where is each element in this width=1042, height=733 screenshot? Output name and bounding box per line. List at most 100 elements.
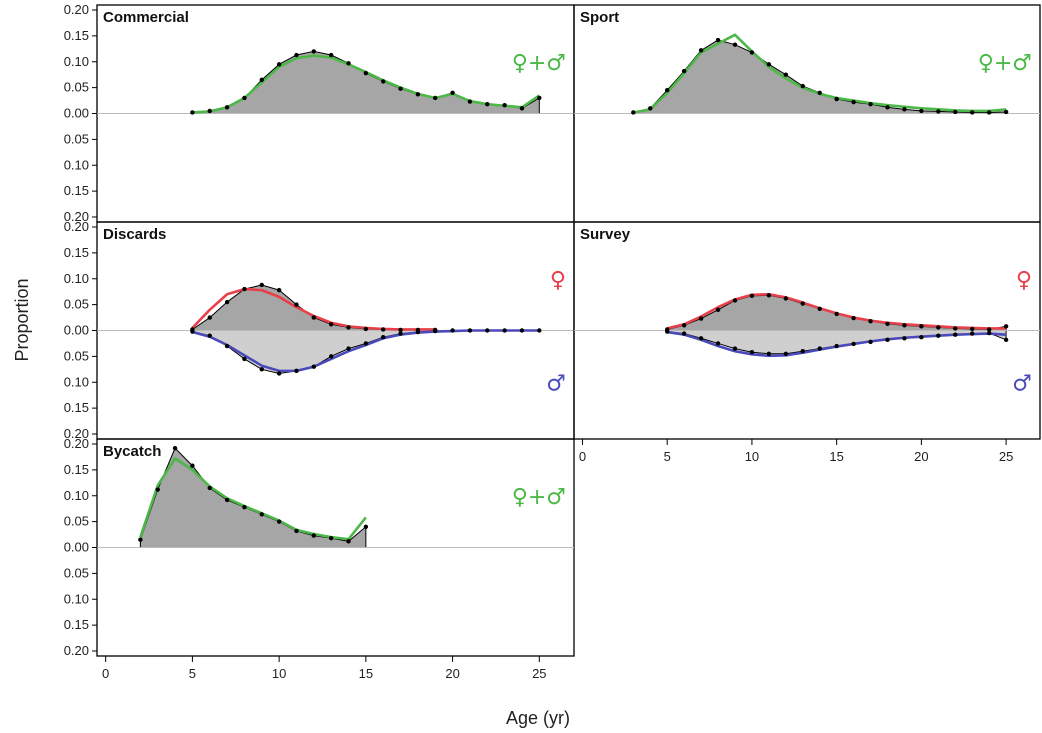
observed-point (450, 328, 455, 333)
fit-line-combined (139, 457, 367, 541)
observed-point (207, 333, 212, 338)
observed-point (681, 331, 687, 336)
y-tick-label: 0.10 (64, 488, 89, 503)
observed-point (648, 106, 653, 111)
y-tick-label: 0.20 (64, 643, 89, 658)
observed-point (537, 328, 542, 333)
observed-point (381, 335, 386, 340)
observed-point (276, 287, 282, 293)
x-tick-label: 10 (745, 449, 759, 464)
observed-point (207, 315, 212, 320)
sex-legend: ♀+♂ (512, 485, 566, 510)
panel-discards: 0.20 0.15 0.10 0.05 0.00 0.05 0.10 0.15 0.20 Disc… (64, 219, 575, 441)
observed-point (749, 350, 755, 355)
observed-point (851, 99, 856, 105)
x-tick-label: 25 (999, 449, 1013, 464)
y-tick-label: 0.10 (64, 591, 89, 606)
panels: 0.20 0.15 0.10 0.05 0.00 0.05 0.10 0.15 0.20 Comm… (64, 2, 1041, 681)
observed-point (783, 351, 789, 356)
observed-point (224, 343, 230, 349)
observed-point (224, 105, 230, 110)
observed-point (970, 326, 975, 332)
observed-point (381, 79, 386, 84)
observed-point (328, 52, 334, 58)
panel-commercial: 0.20 0.15 0.10 0.05 0.00 0.05 0.10 0.15 0.20 Comm… (64, 2, 575, 224)
observed-point (851, 315, 856, 321)
observed-point (766, 293, 772, 298)
observed-point (715, 307, 721, 312)
observed-point (242, 356, 247, 362)
observed-point (294, 302, 299, 307)
y-tick-label: 0.05 (64, 297, 89, 312)
observed-point (970, 110, 975, 115)
observed-point (800, 349, 805, 354)
observed-point (224, 497, 230, 503)
observed-point (868, 101, 873, 107)
observed-point (519, 106, 525, 111)
y-tick-label: 0.05 (64, 514, 89, 529)
observed-point (986, 330, 992, 336)
observed-point (631, 110, 636, 115)
y-tick-label: 0.00 (64, 540, 89, 555)
observed-point (467, 99, 473, 104)
panel-sport: Sport ♀+♂ (573, 4, 1041, 223)
observed-point (190, 463, 195, 468)
observed-point (1003, 109, 1009, 115)
observed-point (715, 37, 721, 43)
observed-area (632, 39, 1007, 114)
y-tick-label: 0.05 (64, 565, 89, 580)
observed-point (953, 109, 958, 115)
observed-point (986, 327, 992, 332)
observed-point (276, 62, 282, 67)
observed-point (817, 306, 822, 311)
observed-point (328, 535, 334, 541)
observed-point (363, 524, 369, 529)
female-icon: ♀ (1016, 268, 1032, 293)
male-icon: ♂ (1012, 371, 1032, 396)
panel-title: Discards (103, 226, 166, 243)
observed-point (502, 103, 507, 108)
observed-point (732, 298, 738, 303)
observed-point (783, 72, 789, 77)
sex-legend: ♀+♂ (978, 51, 1032, 76)
y-tick-label: 0.10 (64, 374, 89, 389)
observed-area (139, 447, 367, 548)
observed-point (311, 533, 317, 538)
observed-point (485, 101, 490, 107)
observed-point (415, 92, 421, 97)
observed-point (698, 48, 704, 53)
observed-point (346, 325, 351, 330)
observed-point (834, 343, 839, 349)
panel-title: Sport (580, 9, 619, 26)
y-tick-label: 0.20 (64, 209, 89, 224)
observed-point (519, 328, 525, 333)
y-tick-label: 0.15 (64, 28, 89, 43)
x-axis-label: Age (yr) (506, 708, 570, 728)
observed-point (665, 88, 670, 93)
observed-point (311, 364, 317, 369)
observed-point (398, 86, 403, 91)
observed-point (415, 329, 421, 335)
observed-point (902, 323, 907, 328)
observed-point (398, 331, 403, 336)
observed-point (450, 90, 455, 96)
observed-point (207, 485, 212, 491)
observed-point (817, 346, 822, 351)
observed-area-male (191, 330, 540, 374)
observed-point (936, 325, 941, 330)
panel-survey: 0 5 10 15 20 25 Survey ♀ ♂ (573, 221, 1041, 464)
observed-point (732, 346, 738, 351)
observed-point (681, 68, 687, 74)
panel-title: Commercial (103, 9, 189, 26)
observed-point (537, 95, 542, 101)
observed-point (381, 327, 386, 332)
observed-point (885, 105, 890, 110)
observed-point (259, 512, 264, 517)
observed-point (346, 61, 351, 66)
y-tick-label: 0.15 (64, 245, 89, 260)
observed-point (276, 371, 282, 376)
observed-area (191, 284, 436, 331)
observed-point (715, 341, 721, 346)
y-tick-label: 0.05 (64, 80, 89, 95)
y-tick-label: 0.05 (64, 348, 89, 363)
